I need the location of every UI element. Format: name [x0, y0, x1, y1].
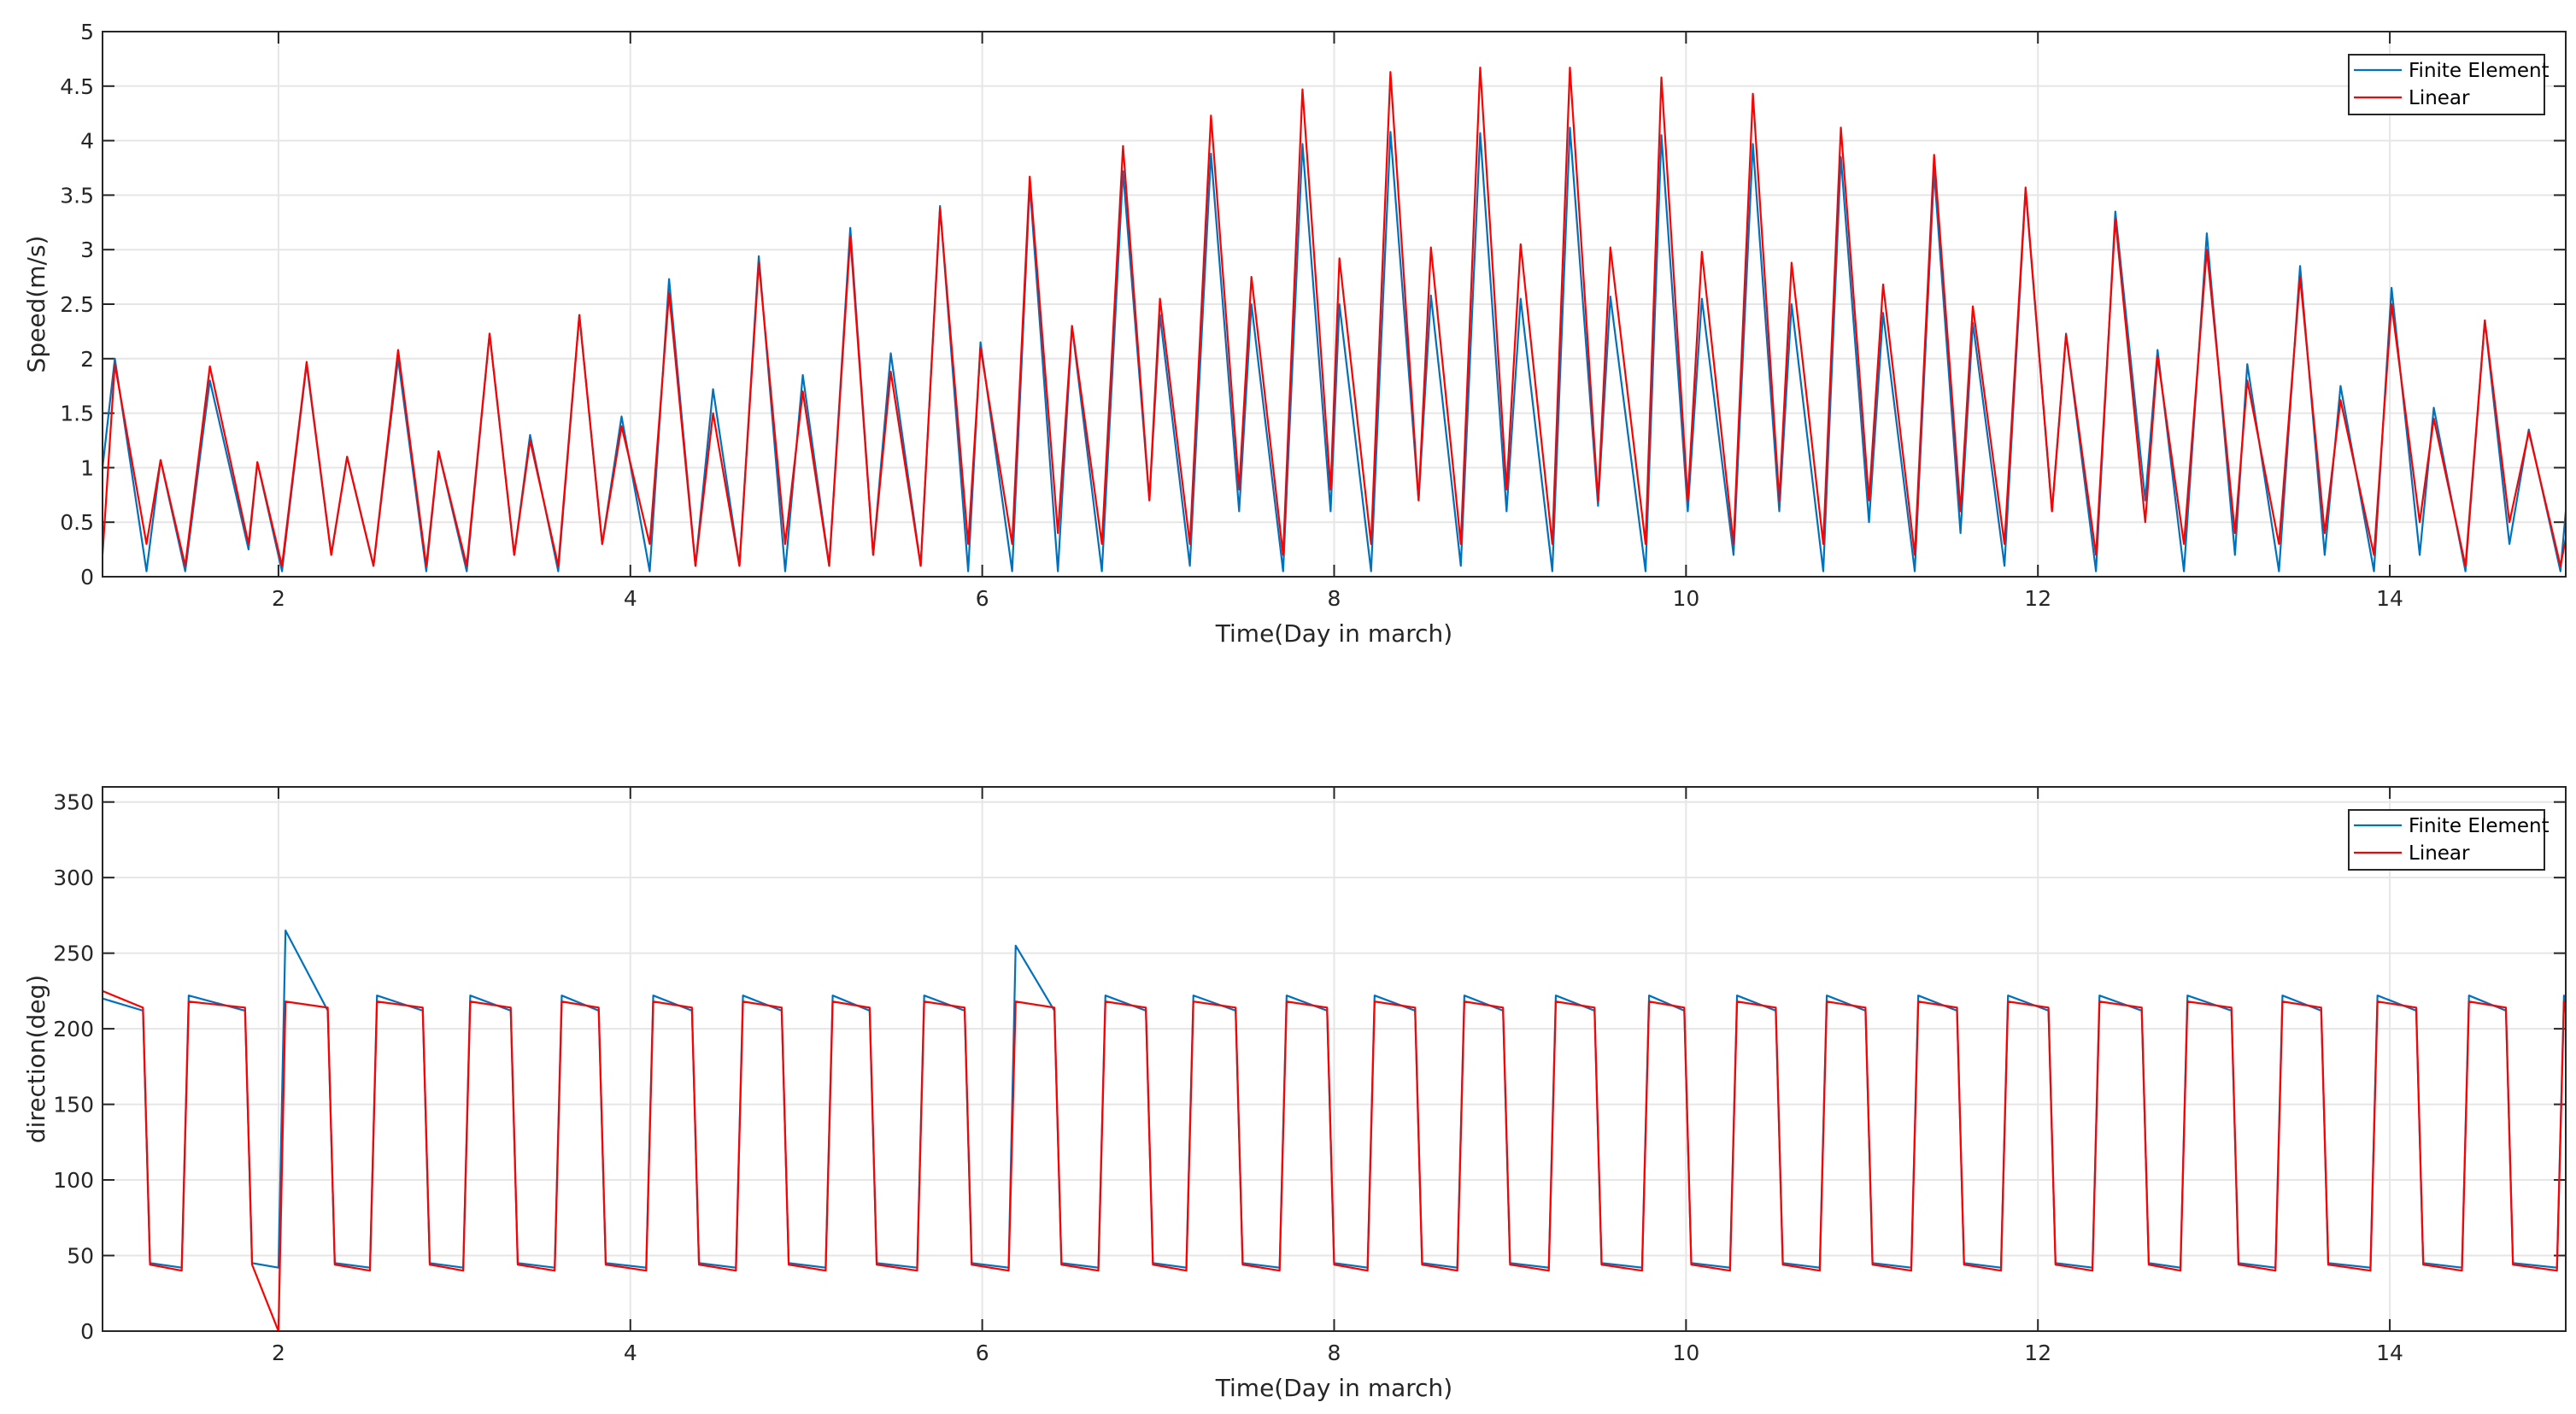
x-tick-label: 8	[1328, 586, 1341, 611]
x-tick-label: 2	[272, 586, 285, 611]
x-tick-label: 14	[2376, 1341, 2403, 1365]
y-tick-label: 2	[80, 347, 94, 372]
x-axis-label: Time(Day in march)	[1215, 619, 1452, 648]
x-tick-label: 2	[272, 1341, 285, 1365]
y-tick-label: 2.5	[60, 292, 94, 317]
y-tick-label: 0.5	[60, 510, 94, 535]
legend-label: Finite Element	[2409, 60, 2550, 82]
chart: 2 4 6 8 10 12 14 0 0.5 1 1.5 2 2.5 3 3.5 4 4.5 5 Time(Day …	[22, 20, 2567, 648]
series-line	[103, 930, 2566, 1269]
y-axis-label: Speed(m/s)	[22, 236, 50, 373]
axes-box	[102, 786, 2567, 1332]
y-tick-label: 5	[80, 20, 94, 44]
x-tick-label: 4	[624, 1341, 637, 1365]
plot-lines	[103, 67, 2566, 572]
chart: 2 4 6 8 10 12 14 0 50 100 150 200 250 300 350 Time(Day …	[22, 786, 2567, 1402]
x-tick-label: 8	[1328, 1341, 1341, 1365]
x-tick-label: 10	[1672, 586, 1699, 611]
y-tick-label: 3.5	[60, 183, 94, 208]
y-tick-label: 350	[53, 790, 94, 815]
y-tick-label: 4.5	[60, 74, 94, 99]
x-tick-label: 12	[2024, 586, 2051, 611]
legend: Finite Element Linear	[2348, 54, 2550, 115]
legend: Finite Element Linear	[2348, 809, 2550, 871]
y-tick-label: 0	[80, 565, 94, 590]
y-axis-label: direction(deg)	[22, 975, 50, 1143]
legend-label: Linear	[2409, 842, 2470, 865]
legend-box	[2348, 809, 2545, 871]
y-tick-label: 0	[80, 1319, 94, 1344]
legend-label: Linear	[2409, 87, 2470, 109]
y-tick-label: 300	[53, 865, 94, 890]
y-tick-label: 50	[67, 1244, 94, 1269]
legend-box	[2348, 54, 2545, 115]
x-tick-label: 4	[624, 586, 637, 611]
y-tick-label: 3	[80, 238, 94, 262]
x-tick-label: 12	[2024, 1341, 2051, 1365]
y-tick-label: 250	[53, 942, 94, 966]
x-tick-label: 6	[976, 586, 989, 611]
y-tick-label: 1.5	[60, 402, 94, 426]
y-tick-label: 1	[80, 455, 94, 480]
series-line	[103, 989, 2566, 1331]
series-line	[103, 67, 2566, 567]
axes-box	[102, 31, 2567, 578]
x-tick-label: 10	[1672, 1341, 1699, 1365]
y-tick-label: 4	[80, 129, 94, 154]
plot-lines	[103, 930, 2566, 1331]
x-tick-label: 14	[2376, 586, 2403, 611]
y-tick-label: 100	[53, 1168, 94, 1193]
x-axis-label: Time(Day in march)	[1215, 1374, 1452, 1402]
y-tick-label: 150	[53, 1093, 94, 1118]
legend-label: Finite Element	[2409, 815, 2550, 837]
x-tick-label: 6	[976, 1341, 989, 1365]
y-tick-label: 200	[53, 1017, 94, 1041]
